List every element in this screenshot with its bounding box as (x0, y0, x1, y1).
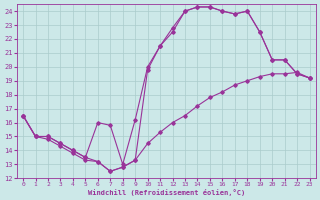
X-axis label: Windchill (Refroidissement éolien,°C): Windchill (Refroidissement éolien,°C) (88, 189, 245, 196)
